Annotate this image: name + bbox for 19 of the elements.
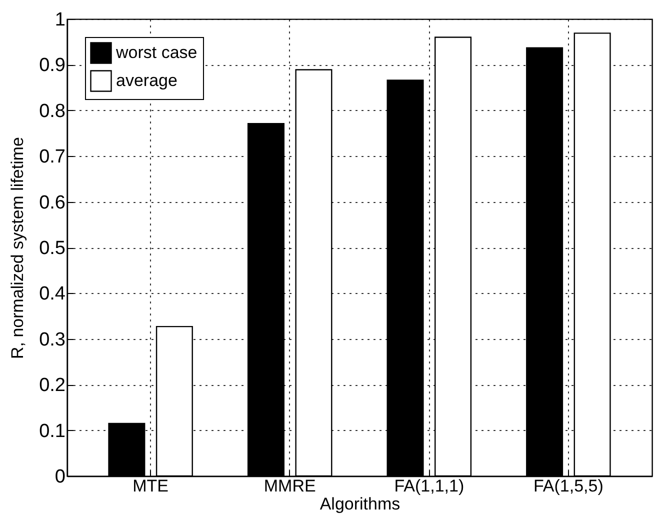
y-tick-label: 0.5 bbox=[39, 238, 66, 259]
y-tick-label: 0.1 bbox=[39, 420, 66, 442]
y-tick-label: 0.7 bbox=[39, 146, 66, 168]
y-tick-label: 0.4 bbox=[39, 284, 66, 305]
y-tick-label: 0.6 bbox=[39, 192, 66, 214]
x-tick-label: FA(1,5,5) bbox=[533, 476, 604, 496]
y-tick-label: 1 bbox=[54, 10, 66, 30]
y-tick-label: 0 bbox=[54, 466, 66, 488]
legend-label: worst case bbox=[115, 43, 198, 62]
x-tick-label: MMRE bbox=[264, 476, 316, 496]
x-tick-label: MTE bbox=[132, 476, 169, 496]
y-tick-label: 0.9 bbox=[39, 55, 66, 76]
y-tick-label: 0.2 bbox=[39, 375, 66, 396]
legend-label: average bbox=[116, 71, 178, 90]
x-tick-label: FA(1,1,1) bbox=[394, 476, 464, 496]
y-tick-label: 0.3 bbox=[39, 329, 66, 350]
y-tick-label: 0.8 bbox=[39, 100, 66, 122]
x-axis-title: Algorithms bbox=[320, 494, 400, 514]
y-axis-title: R, normalized system lifetime bbox=[8, 136, 28, 360]
